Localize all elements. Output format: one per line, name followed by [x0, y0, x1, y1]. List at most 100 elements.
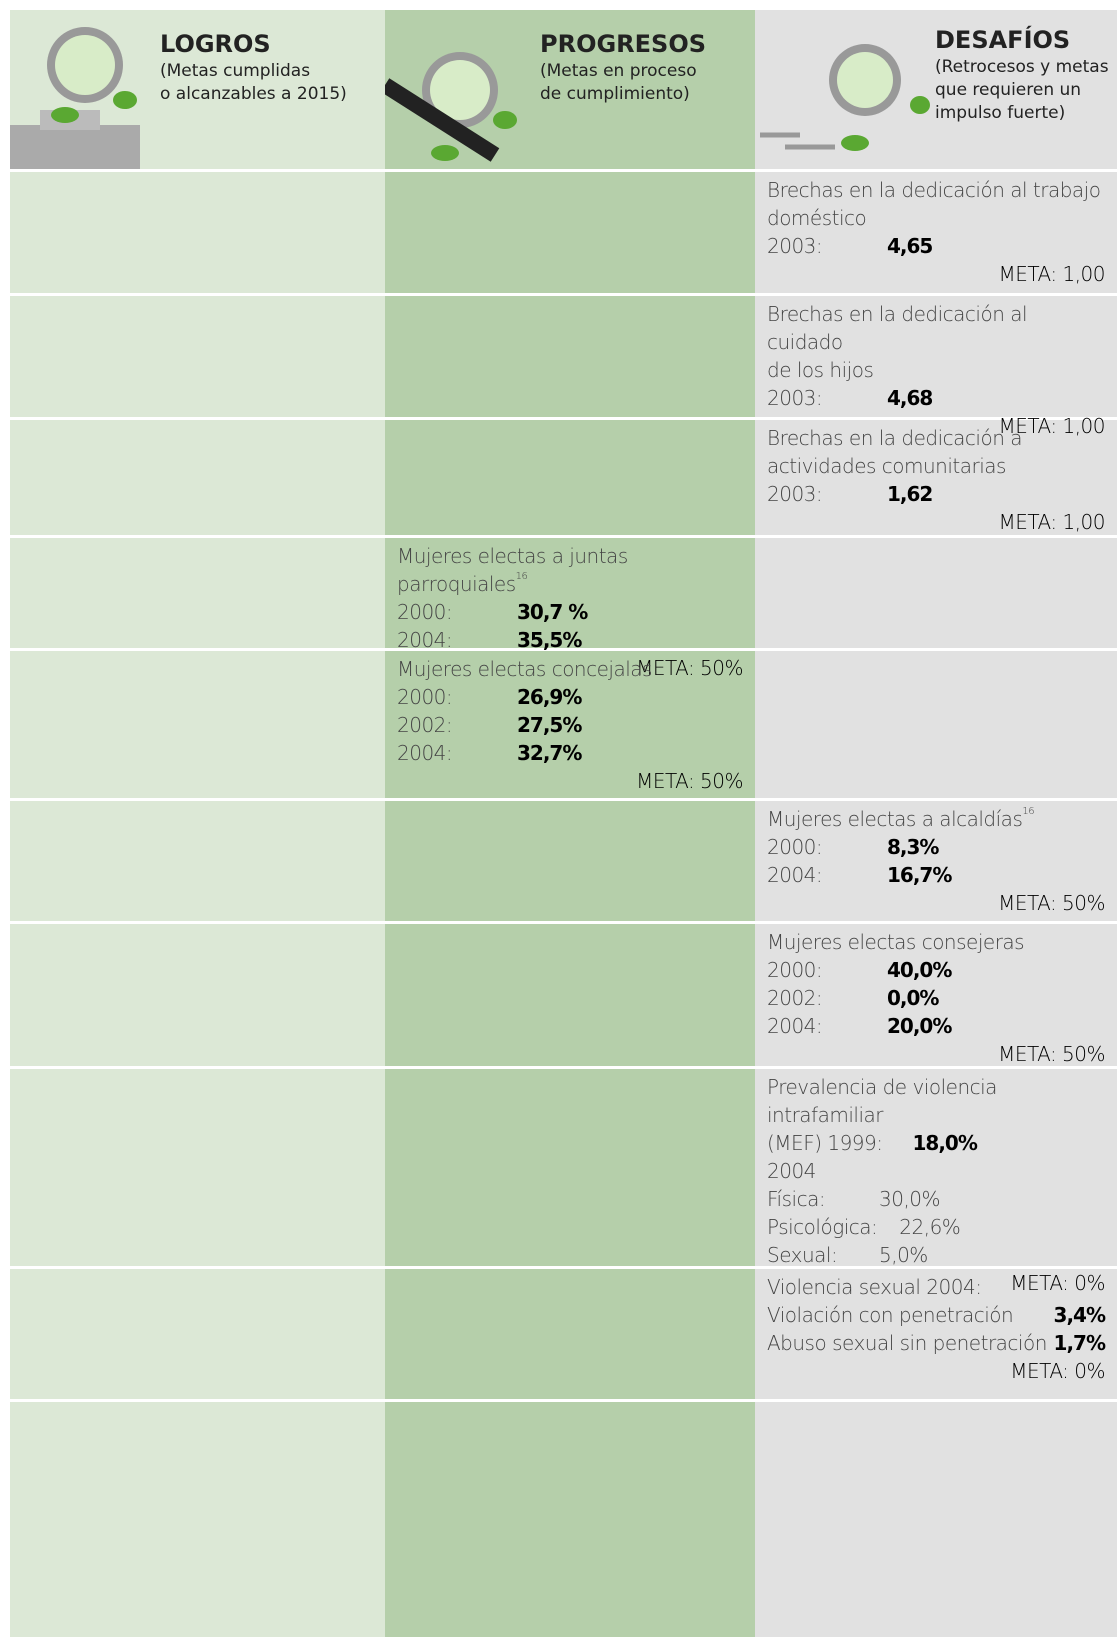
data-line: 2004: 32,7% [397, 739, 743, 767]
row-separator [10, 293, 1117, 296]
column-header: DESAFÍOS (Retrocesos y metas que requieren… [935, 24, 1109, 125]
meta: META: 0% [1010, 1359, 1105, 1383]
header-subtitle: o alcanzables a 2015) [160, 84, 347, 104]
line-label: 2002: [397, 713, 453, 737]
line-value: 30,0% [879, 1187, 941, 1211]
cell-title: Mujeres electas consejeras [767, 930, 1025, 954]
header-title: LOGROS [160, 30, 271, 58]
line-value: 1,7% [1053, 1331, 1106, 1355]
data-line: 2002: 27,5% [397, 711, 743, 739]
data-line: 2004: 16,7% [767, 861, 1105, 889]
cell: Prevalencia de violencia intrafamiliar (M… [755, 1069, 1117, 1295]
data-line: Sexual: 5,0% [767, 1241, 1105, 1269]
mascot-icon [385, 52, 517, 162]
line-label: Abuso sexual sin penetración [767, 1331, 1047, 1355]
data-line: 2004: 35,5% [397, 626, 743, 654]
cell-title: Brechas en la dedicación a [767, 426, 1022, 450]
cell-title: doméstico [767, 206, 867, 230]
column-header: LOGROS (Metas cumplidas o alcanzables a 20… [160, 28, 347, 106]
cell: Mujeres electas consejeras 2000: 40,0% 2002… [755, 924, 1117, 1066]
cell: Mujeres electas a juntas parroquiales16 2… [385, 538, 755, 680]
header-subtitle: que requieren un [935, 80, 1082, 100]
line-value: 26,9% [517, 685, 582, 709]
line-value: 4,65 [887, 234, 933, 258]
row-separator [10, 1399, 1117, 1402]
row-separator [10, 535, 1117, 538]
line-value: 3,4% [1053, 1303, 1106, 1327]
line-label: 2000: [397, 685, 453, 709]
line-value: 22,6% [899, 1215, 961, 1239]
cell-title: Mujeres electas a juntas parroquiales16 [397, 544, 628, 596]
line-value: 1,62 [887, 482, 933, 506]
header-title: DESAFÍOS [935, 26, 1071, 54]
row-separator [10, 169, 1117, 172]
line-label: Física: [767, 1187, 826, 1211]
data-line: 2003: 4,68 [767, 384, 1105, 412]
mascot-icon [760, 44, 930, 151]
line-label: 2004 [767, 1159, 816, 1183]
cell-title: Brechas en la dedicación al cuidado [767, 302, 1028, 354]
line-label: 2003: [767, 482, 823, 506]
line-value: 20,0% [887, 1014, 952, 1038]
data-line: (MEF) 1999: 18,0% [767, 1129, 1105, 1157]
line-value: 0,0% [887, 986, 939, 1010]
header-subtitle: (Metas en proceso [540, 61, 697, 81]
line-value: 18,0% [912, 1131, 978, 1155]
line-label: 2002: [767, 986, 823, 1010]
desafios-column [755, 10, 1117, 1637]
data-line: 2000: 40,0% [767, 956, 1105, 984]
line-value: 5,0% [879, 1243, 928, 1267]
line-value: 8,3% [887, 835, 939, 859]
header-subtitle: (Metas cumplidas [160, 61, 311, 81]
data-line: 2000: 26,9% [397, 683, 743, 711]
row-separator [10, 921, 1117, 924]
data-line: Violación con penetración 3,4% [767, 1301, 1106, 1329]
cell: Mujeres electas a alcaldías16 2000: 8,3% 20… [755, 801, 1117, 921]
cell: Brechas en la dedicación al cuidado de lo… [755, 296, 1117, 438]
line-value: 27,5% [517, 713, 582, 737]
line-value: 16,7% [887, 863, 952, 887]
header-title: PROGRESOS [540, 30, 707, 58]
line-label: 2004: [767, 1014, 823, 1038]
line-value: 30,7 % [517, 600, 588, 624]
cell-title: Mujeres electas concejalas [397, 657, 652, 681]
line-label: (MEF) 1999: [767, 1131, 883, 1155]
meta: META: 1,00 [998, 510, 1105, 534]
cell: Brechas en la dedicación al trabajo domés… [755, 172, 1117, 293]
cell-title: Mujeres electas a alcaldías16 [767, 806, 1035, 831]
data-line: 2004: 20,0% [767, 1012, 1105, 1040]
line-label: 2003: [767, 386, 823, 410]
meta: META: 50% [636, 656, 743, 680]
row-separator [10, 417, 1117, 420]
data-line: 2000: 8,3% [767, 833, 1105, 861]
column-header: PROGRESOS (Metas en proceso de cumplimient… [540, 28, 706, 106]
line-label: 2000: [767, 958, 823, 982]
data-line: Abuso sexual sin penetración 1,7% [767, 1329, 1106, 1357]
meta: META: 50% [636, 769, 743, 793]
row-separator [10, 1266, 1117, 1269]
line-label: 2004: [397, 741, 453, 765]
line-label: Sexual: [767, 1243, 838, 1267]
line-label: 2004: [397, 628, 453, 652]
cell: Violencia sexual 2004: Violación con pene… [755, 1269, 1117, 1399]
data-line: Física: 30,0% [767, 1185, 1105, 1213]
header-subtitle: (Retrocesos y metas [935, 57, 1109, 77]
meta: META: 1,00 [998, 414, 1105, 438]
line-label: 2000: [397, 600, 453, 624]
cell-title: de los hijos [767, 358, 874, 382]
progresos-column [385, 10, 755, 1637]
footnote-ref: 16 [1022, 806, 1035, 817]
meta: META: 1,00 [998, 262, 1105, 286]
data-line: 2000: 30,7 % [397, 598, 743, 626]
header-subtitle: impulso fuerte) [935, 103, 1066, 123]
meta: META: 50% [998, 1042, 1105, 1066]
meta: META: 0% [1010, 1271, 1105, 1295]
line-value: 32,7% [517, 741, 582, 765]
cell: Brechas en la dedicación a actividades co… [755, 420, 1117, 535]
line-label: Psicológica: [767, 1215, 878, 1239]
header-subtitle: de cumplimiento) [540, 84, 690, 104]
data-line: 2002: 0,0% [767, 984, 1105, 1012]
data-line: 2003: 4,65 [767, 232, 1105, 260]
line-label: 2000: [767, 835, 823, 859]
